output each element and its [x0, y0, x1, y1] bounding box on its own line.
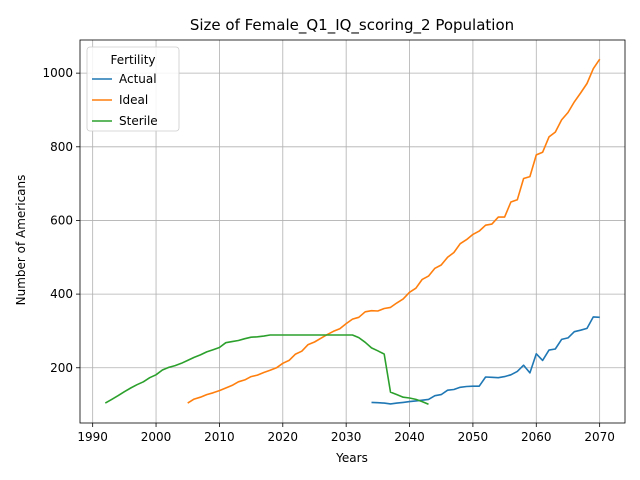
y-tick-label: 600 — [50, 213, 73, 227]
x-tick-label: 1990 — [77, 430, 108, 444]
legend-box — [86, 46, 180, 132]
grid-lines — [80, 40, 625, 423]
chart-title: Size of Female_Q1_IQ_scoring_2 Populatio… — [190, 16, 514, 35]
x-tick-label: 2060 — [521, 430, 552, 444]
legend-label-actual: Actual — [119, 72, 157, 86]
legend: Fertility Actual Ideal Sterile — [86, 46, 180, 132]
series-line-sterile — [104, 334, 429, 405]
y-tick-label: 1000 — [42, 66, 73, 80]
x-axis-label: Years — [335, 451, 368, 465]
x-tick-label: 2070 — [584, 430, 615, 444]
legend-title: Fertility — [110, 53, 155, 67]
legend-label-sterile: Sterile — [119, 114, 158, 128]
y-tick-label: 200 — [50, 361, 73, 375]
legend-label-ideal: Ideal — [119, 93, 148, 107]
x-tick-label: 2050 — [458, 430, 489, 444]
series-line-actual — [371, 316, 600, 405]
series-lines — [104, 58, 601, 405]
y-tick-label: 800 — [50, 140, 73, 154]
x-tick-label: 2040 — [394, 430, 425, 444]
series-line-ideal — [187, 58, 601, 404]
y-axis-label: Number of Americans — [14, 175, 28, 306]
x-tick-label: 2000 — [141, 430, 172, 444]
x-tick-label: 2030 — [331, 430, 362, 444]
plot-frame — [79, 39, 626, 424]
axes: 1990 2000 2010 2020 2030 2040 2050 2060 2070 200 4… — [42, 66, 614, 444]
x-tick-label: 2020 — [268, 430, 299, 444]
y-tick-label: 400 — [50, 287, 73, 301]
x-tick-label: 2010 — [204, 430, 235, 444]
